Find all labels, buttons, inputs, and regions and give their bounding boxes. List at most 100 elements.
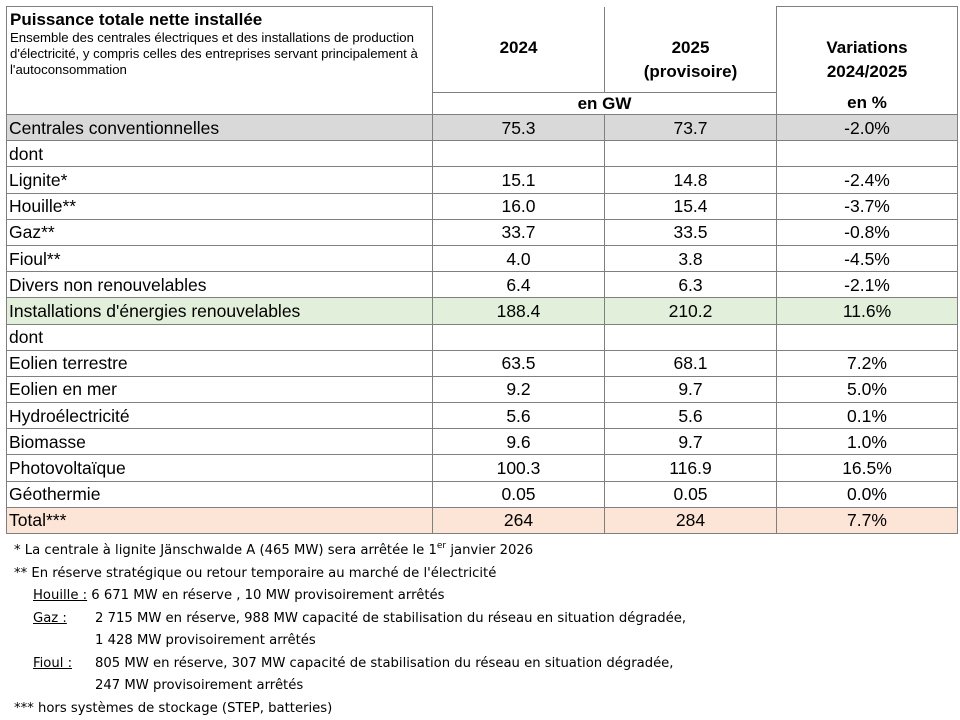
value-2024 — [432, 140, 605, 168]
footnotes: * La centrale à lignite Jänschwalde A (4… — [14, 540, 686, 720]
value-2024: 75.3 — [432, 113, 605, 142]
unit-gw: en GW — [432, 92, 777, 115]
value-variation: 0.0% — [776, 480, 958, 508]
note-gaz-cont: 1 428 MW provisoirement arrêtés — [95, 633, 316, 648]
row-label: Eolien terrestre — [6, 349, 433, 377]
row-label: Fioul** — [6, 244, 433, 273]
value-variation: 11.6% — [776, 297, 958, 325]
value-2024: 33.7 — [432, 218, 605, 246]
value-variation: 7.7% — [776, 506, 958, 535]
value-variation: -2.4% — [776, 166, 958, 194]
value-2025: 284 — [604, 506, 777, 535]
row-label: Divers non renouvelables — [6, 271, 433, 299]
table-row: Fioul** 4.0 3.8 -4.5% — [6, 244, 958, 273]
row-label: Lignite* — [6, 166, 433, 194]
row-label: Biomasse — [6, 428, 433, 456]
value-2025: 15.4 — [604, 192, 777, 220]
value-2025 — [604, 323, 777, 351]
value-2024: 5.6 — [432, 402, 605, 430]
table-row: Installations d'énergies renouvelables 18… — [6, 297, 958, 325]
value-2024: 9.6 — [432, 428, 605, 456]
table-row: Total*** 264 284 7.7% — [6, 506, 958, 535]
note-gaz: Gaz :2 715 MW en réserve, 988 MW capacit… — [33, 610, 687, 626]
table-row: Lignite* 15.1 14.8 -2.4% — [6, 166, 958, 194]
table-row: Biomasse 9.6 9.7 1.0% — [6, 428, 958, 456]
row-label: Houille** — [6, 192, 433, 220]
value-2025: 14.8 — [604, 166, 777, 194]
row-label: Total*** — [6, 506, 433, 535]
header-2025: 2025 (provisoire) — [604, 6, 777, 93]
value-2024: 4.0 — [432, 244, 605, 273]
value-2024: 188.4 — [432, 297, 605, 325]
value-variation: 16.5% — [776, 454, 958, 482]
table-row: Géothermie 0.05 0.05 0.0% — [6, 480, 958, 508]
table-row: dont — [6, 140, 958, 168]
note-storage: *** hors systèmes de stockage (STEP, bat… — [14, 700, 333, 716]
header-title-cell: Puissance totale nette installée Ensembl… — [6, 6, 433, 115]
value-variation: -2.0% — [776, 113, 958, 142]
unit-pct: en % — [776, 92, 958, 115]
row-label: dont — [6, 323, 433, 351]
value-2024: 0.05 — [432, 480, 605, 508]
value-2024: 6.4 — [432, 271, 605, 299]
note-lignite: * La centrale à lignite Jänschwalde A (4… — [14, 541, 534, 559]
table-row: Photovoltaïque 100.3 116.9 16.5% — [6, 454, 958, 482]
value-2025: 73.7 — [604, 113, 777, 142]
table-row: Gaz** 33.7 33.5 -0.8% — [6, 218, 958, 246]
row-label: Hydroélectricité — [6, 402, 433, 430]
capacity-table: Puissance totale nette installée Ensembl… — [6, 6, 958, 535]
value-2024 — [432, 323, 605, 351]
value-2025: 116.9 — [604, 454, 777, 482]
value-2025 — [604, 140, 777, 168]
table-row: Centrales conventionnelles 75.3 73.7 -2.0% — [6, 113, 958, 142]
table-row: Eolien en mer 9.2 9.7 5.0% — [6, 375, 958, 404]
value-variation: -3.7% — [776, 192, 958, 220]
value-variation: 7.2% — [776, 349, 958, 377]
value-variation: -0.8% — [776, 218, 958, 246]
value-variation: -4.5% — [776, 244, 958, 273]
value-variation: 1.0% — [776, 428, 958, 456]
value-variation: 5.0% — [776, 375, 958, 404]
value-2025: 210.2 — [604, 297, 777, 325]
value-2025: 9.7 — [604, 375, 777, 404]
value-2025: 6.3 — [604, 271, 777, 299]
value-variation: 0.1% — [776, 402, 958, 430]
value-2025: 3.8 — [604, 244, 777, 273]
unit-row: en GW en % — [7, 92, 958, 115]
value-variation: -2.1% — [776, 271, 958, 299]
row-label: Centrales conventionnelles — [6, 113, 433, 142]
table-subtitle: Ensemble des centrales électriques et de… — [10, 30, 418, 77]
row-label: Géothermie — [6, 480, 433, 508]
header-row: Puissance totale nette installée Ensembl… — [6, 6, 958, 115]
value-2024: 9.2 — [432, 375, 605, 404]
header-2024: 2024 — [432, 6, 605, 93]
table-row: Hydroélectricité 5.6 5.6 0.1% — [6, 402, 958, 430]
value-variation — [776, 140, 958, 168]
value-2024: 16.0 — [432, 192, 605, 220]
table-row: Divers non renouvelables 6.4 6.3 -2.1% — [6, 271, 958, 299]
table-title: Puissance totale nette installée — [10, 10, 263, 29]
table-row: dont — [6, 323, 958, 351]
value-2025: 33.5 — [604, 218, 777, 246]
value-2024: 15.1 — [432, 166, 605, 194]
value-2025: 68.1 — [604, 349, 777, 377]
table-row: Eolien terrestre 63.5 68.1 7.2% — [6, 349, 958, 377]
value-2024: 264 — [432, 506, 605, 535]
value-2024: 100.3 — [432, 454, 605, 482]
value-2025: 9.7 — [604, 428, 777, 456]
row-label: Photovoltaïque — [6, 454, 433, 482]
row-label: Installations d'énergies renouvelables — [6, 297, 433, 325]
value-2024: 63.5 — [432, 349, 605, 377]
note-houille: Houille : 6 671 MW en réserve , 10 MW pr… — [33, 588, 445, 603]
value-2025: 0.05 — [604, 480, 777, 508]
table-row: Houille** 16.0 15.4 -3.7% — [6, 192, 958, 220]
row-label: dont — [6, 140, 433, 168]
note-fioul: Fioul :805 MW en réserve, 307 MW capacit… — [33, 655, 674, 671]
value-variation — [776, 323, 958, 351]
row-label: Gaz** — [6, 218, 433, 246]
note-reserve: ** En réserve stratégique ou retour temp… — [14, 565, 497, 581]
row-label: Eolien en mer — [6, 375, 433, 404]
header-variation: Variations 2024/2025 — [776, 6, 958, 93]
value-2025: 5.6 — [604, 402, 777, 430]
note-fioul-cont: 247 MW provisoirement arrêtés — [95, 678, 304, 693]
